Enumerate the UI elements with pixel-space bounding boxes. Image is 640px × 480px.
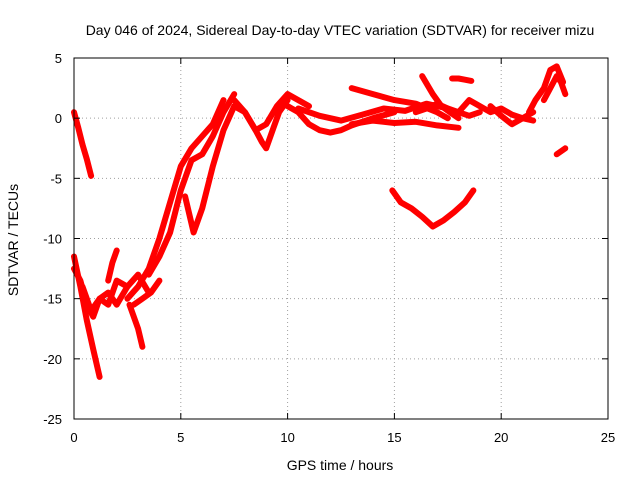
y-axis-title: SDTVAR / TECUs: [5, 184, 21, 296]
y-tick-label: -20: [43, 352, 62, 367]
series-arc-17: [419, 73, 462, 122]
series-arc-15: [348, 85, 451, 122]
series-arc-21: [526, 63, 567, 116]
series-arc-23: [553, 145, 569, 158]
x-tick-label: 10: [280, 430, 294, 445]
series-arc-7: [124, 97, 227, 302]
data-series-group: [71, 63, 569, 380]
y-tick-label: 5: [55, 51, 62, 66]
series-arc-6: [126, 301, 146, 350]
x-tick-label: 25: [601, 430, 615, 445]
series-arc-14: [348, 117, 462, 131]
series-arc-8: [145, 91, 238, 278]
series-arc-10: [182, 97, 291, 236]
x-axis-title: GPS time / hours: [287, 457, 394, 473]
series-arc-20: [487, 103, 537, 128]
y-tick-label: -5: [50, 171, 62, 186]
y-tick-label: -15: [43, 292, 62, 307]
series-arc-22: [540, 73, 569, 104]
series-arc-11: [231, 91, 312, 134]
series-arc-1: [71, 109, 95, 179]
x-tick-label: 15: [387, 430, 401, 445]
x-tick-label: 20: [494, 430, 508, 445]
series-arc-5: [105, 247, 120, 284]
series-arc-24: [389, 187, 477, 230]
axes: 0 5 10 15 20 25 -25 -20 -15 -10 -5 0 5: [43, 51, 615, 445]
x-tick-label: 5: [177, 430, 184, 445]
series-arc-9: [130, 277, 163, 308]
series-arc-18: [449, 75, 475, 84]
y-tick-label: 0: [55, 111, 62, 126]
chart-title: Day 046 of 2024, Sidereal Day-to-day VTE…: [86, 22, 595, 38]
y-tick-label: -25: [43, 412, 62, 427]
y-tick-label: -10: [43, 232, 62, 247]
x-tick-label: 0: [70, 430, 77, 445]
series-arc-4: [79, 271, 152, 314]
